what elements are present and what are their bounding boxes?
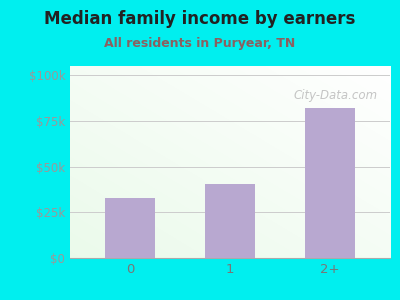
Bar xyxy=(205,184,255,258)
Text: All residents in Puryear, TN: All residents in Puryear, TN xyxy=(104,38,296,50)
Text: City-Data.com: City-Data.com xyxy=(293,89,377,102)
Text: Median family income by earners: Median family income by earners xyxy=(44,11,356,28)
Bar xyxy=(105,198,155,258)
Bar xyxy=(305,108,355,258)
